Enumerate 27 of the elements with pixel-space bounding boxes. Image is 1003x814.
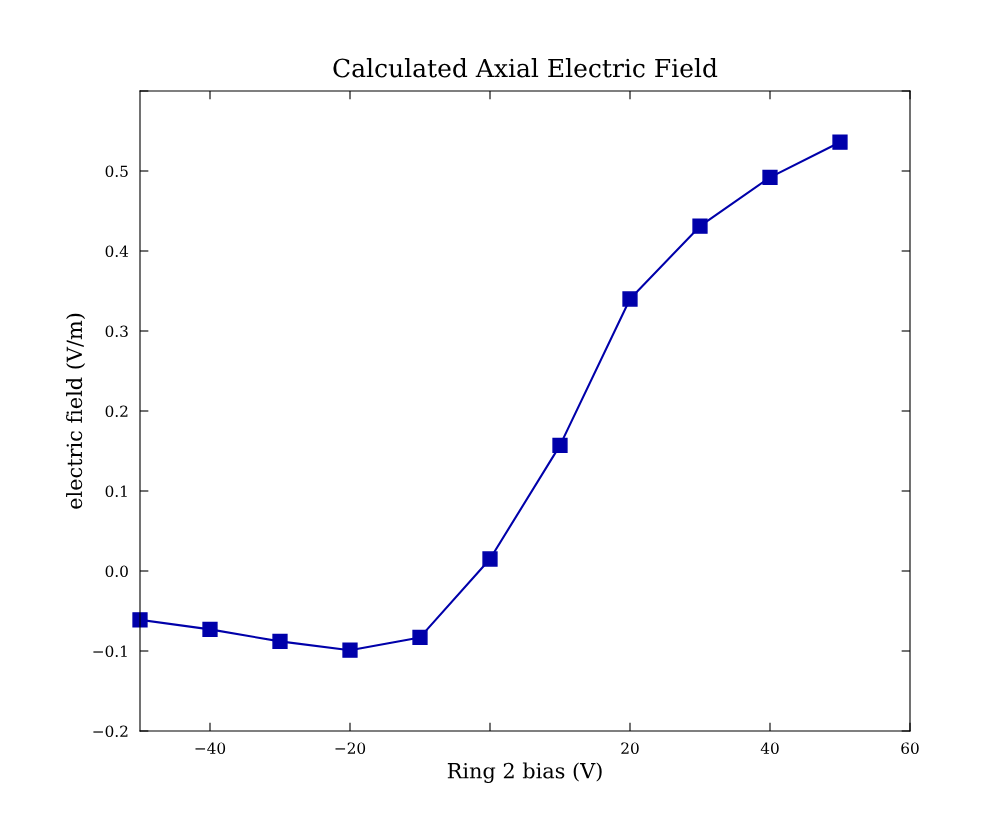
y-tick-label: 0.3 bbox=[105, 325, 128, 338]
x-tick-label: 20 bbox=[621, 742, 639, 754]
y-tick-label: −0.1 bbox=[93, 645, 127, 658]
point bbox=[692, 218, 708, 234]
x-tick-label: −20 bbox=[335, 742, 366, 754]
point bbox=[202, 621, 218, 638]
x-tick-label: 60 bbox=[901, 742, 919, 754]
x-tick-label: 40 bbox=[760, 742, 779, 754]
y-tick-label: 0.2 bbox=[105, 405, 128, 418]
point bbox=[762, 169, 778, 186]
x-tick-label: −40 bbox=[195, 742, 226, 754]
y-axis-title: electric field (V/m) bbox=[66, 313, 86, 509]
x-axis-title: Ring 2 bias (V) bbox=[447, 762, 602, 783]
point bbox=[482, 551, 498, 567]
point bbox=[622, 291, 638, 307]
y-tick-label: 0.0 bbox=[105, 565, 128, 578]
chart-title: Calculated Axial Electric Field bbox=[333, 58, 718, 78]
point bbox=[552, 437, 568, 454]
point bbox=[342, 642, 358, 658]
point bbox=[272, 633, 288, 650]
y-tick-label: 0.5 bbox=[105, 165, 128, 178]
point bbox=[132, 612, 148, 628]
y-tick-label: −0.2 bbox=[93, 725, 128, 738]
y-tick-label: 0.4 bbox=[105, 245, 129, 258]
point bbox=[412, 629, 428, 646]
y-tick-label: 0.1 bbox=[105, 485, 127, 498]
point bbox=[832, 134, 848, 150]
